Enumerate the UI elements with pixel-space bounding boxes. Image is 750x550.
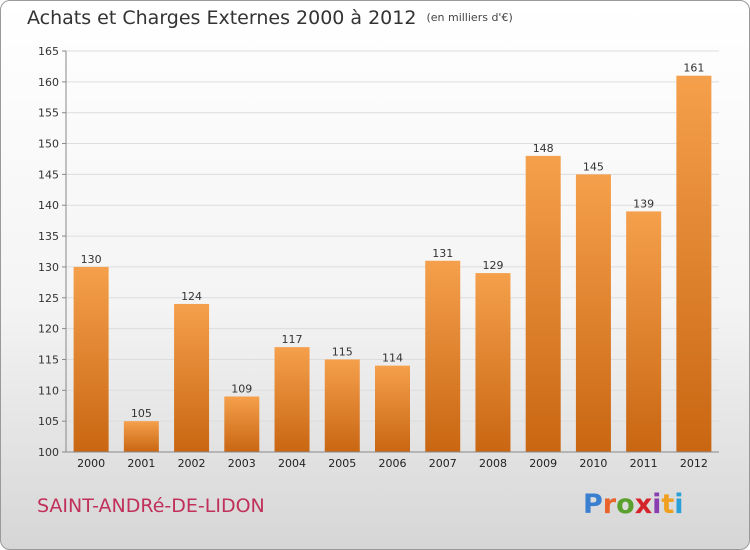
bar-2012	[676, 75, 712, 452]
data-label-2012: 161	[683, 62, 704, 75]
y-tick-label: 130	[38, 261, 59, 274]
x-tick-label: 2006	[379, 457, 407, 470]
x-tick-label: 2011	[630, 457, 658, 470]
y-tick-label: 145	[38, 168, 59, 181]
y-tick-label: 140	[38, 199, 59, 212]
bar-2008	[475, 273, 511, 452]
data-label-2003: 109	[231, 382, 252, 395]
commune-name: SAINT-ANDRé-DE-LIDON	[37, 495, 265, 517]
data-labels: 130 105 124 109 117 115 114 131 129 148 145 139 161	[81, 62, 705, 420]
bar-2002	[174, 303, 210, 452]
x-tick-label: 2012	[680, 457, 708, 470]
x-tick-label: 2007	[429, 457, 457, 470]
title-text: Achats et Charges Externes 2000 à 2012	[27, 7, 417, 29]
y-tick-label: 125	[38, 292, 59, 305]
data-label-2010: 145	[583, 160, 604, 173]
y-tick-label: 160	[38, 76, 59, 89]
x-axis: 2000 2001 2002 2003 2004 2005 2006 2007 2008 2009…	[66, 451, 719, 470]
x-tick-label: 2001	[127, 457, 155, 470]
data-label-2006: 114	[382, 352, 403, 365]
bar-2007	[425, 260, 461, 452]
y-axis: 100 105 110 115 120 125 130 135 140 145 150 155 160 1…	[38, 45, 67, 459]
data-label-2011: 139	[633, 197, 654, 210]
logo-letter: i	[652, 489, 662, 520]
x-tick-label: 2009	[529, 457, 557, 470]
y-tick-label: 165	[38, 45, 59, 58]
y-tick-label: 155	[38, 107, 59, 120]
data-label-2007: 131	[432, 247, 453, 260]
data-label-2008: 129	[482, 259, 503, 272]
x-tick-label: 2000	[77, 457, 105, 470]
data-label-2009: 148	[533, 142, 554, 155]
y-tick-label: 150	[38, 138, 59, 151]
x-tick-label: 2003	[228, 457, 256, 470]
bar-2006	[375, 365, 410, 452]
bar-2004	[274, 347, 310, 452]
x-tick-label: 2005	[328, 457, 356, 470]
bars	[73, 75, 712, 452]
logo-letter: o	[616, 489, 635, 520]
logo-letter: r	[602, 489, 617, 520]
title-unit: (en milliers d'€)	[426, 11, 513, 24]
y-tick-label: 115	[38, 353, 59, 366]
data-label-2002: 124	[181, 290, 202, 303]
y-tick-label: 105	[38, 415, 59, 428]
bar-2001	[123, 421, 159, 452]
logo-letter: i	[674, 489, 684, 520]
data-label-2001: 105	[131, 407, 152, 420]
proxiti-logo: Proxiti	[583, 489, 684, 520]
logo-letter: P	[583, 489, 603, 520]
bar-2005	[324, 359, 360, 452]
bar-2003	[224, 396, 260, 452]
y-tick-label: 120	[38, 323, 59, 336]
y-tick-label: 135	[38, 230, 59, 243]
bar-2009	[525, 155, 561, 452]
bar-2011	[626, 211, 662, 452]
data-label-2005: 115	[332, 345, 353, 358]
bar-2010	[575, 174, 611, 452]
x-tick-label: 2004	[278, 457, 306, 470]
logo-letter: t	[661, 489, 675, 520]
x-tick-label: 2008	[479, 457, 507, 470]
bar-2000	[73, 266, 109, 452]
y-tick-label: 110	[38, 384, 59, 397]
y-tick-label: 100	[38, 446, 59, 459]
data-label-2000: 130	[81, 253, 102, 266]
chart-title: Achats et Charges Externes 2000 à 2012 (e…	[27, 7, 513, 29]
logo-letter: x	[634, 489, 653, 520]
x-tick-label: 2010	[579, 457, 607, 470]
data-label-2004: 117	[282, 333, 303, 346]
x-tick-label: 2002	[178, 457, 206, 470]
